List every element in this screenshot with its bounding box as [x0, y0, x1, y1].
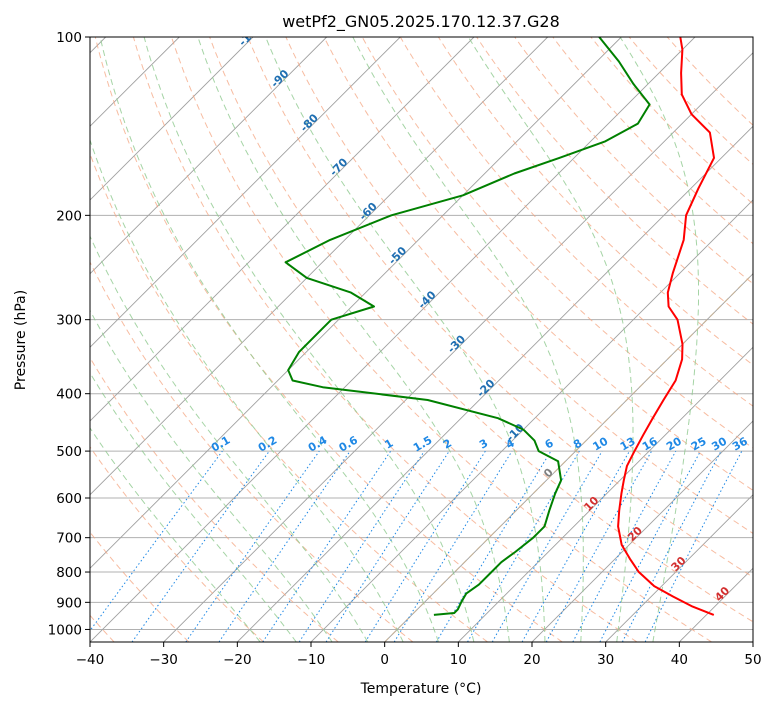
dry-adiabat [94, 37, 563, 642]
dewpoint-profile [284, 37, 651, 616]
chart-title: wetPf2_GN05.2025.170.12.37.G28 [282, 12, 560, 32]
dry-adiabat [90, 260, 414, 642]
isotherm-label: -100 [236, 20, 265, 49]
x-tick-label: −10 [297, 652, 326, 668]
x-tick-label: 0 [380, 652, 389, 668]
temperature-profile [617, 37, 715, 616]
isotherm-line [605, 494, 753, 642]
mixing-ratio-line [262, 450, 392, 642]
dry-adiabat [323, 37, 753, 491]
moist-adiabat [99, 37, 439, 642]
mixing-ratio-line [599, 450, 701, 642]
plot-area: 0.1 0.2 0.4 0.6 1 1.5 2 3 4 6 8 10 13 16 20 25 30 36-100-… [90, 20, 753, 642]
y-tick-label: 900 [56, 595, 82, 611]
dry-adiabat [514, 37, 753, 285]
moist-adiabat [467, 37, 634, 642]
dry-adiabat [590, 37, 753, 205]
x-tick-label: 10 [450, 652, 467, 668]
isotherm-line [90, 37, 254, 201]
isotherm-line [752, 641, 753, 642]
mixing-ratio-label: 3 [477, 437, 490, 452]
x-tick-label: 40 [671, 652, 688, 668]
x-tick-label: 20 [523, 652, 540, 668]
moist-adiabat [90, 371, 297, 642]
x-tick-label: −30 [149, 652, 178, 668]
isotherm-line [236, 125, 753, 642]
mixing-ratio-line [325, 450, 450, 642]
moist-adiabat [619, 37, 699, 642]
mixing-ratio-line [298, 450, 425, 642]
x-tick-label: −40 [76, 652, 105, 668]
freezing-line [384, 272, 753, 642]
y-tick-label: 600 [56, 491, 82, 507]
isotherm-line [90, 37, 622, 569]
moist-adiabat [90, 427, 261, 642]
moist-adiabat [265, 37, 546, 642]
y-axis-label: Pressure (hPa) [13, 290, 29, 390]
isotherm-label: -40 [415, 288, 438, 311]
isotherm-label: -60 [357, 200, 380, 223]
dry-adiabat [90, 446, 264, 642]
isotherm-line [90, 37, 696, 642]
isotherm-label: -30 [445, 332, 468, 355]
isotherm-line [531, 420, 753, 642]
dry-adiabat [171, 37, 712, 642]
y-tick-label: 800 [56, 565, 82, 581]
isotherm-label: -80 [298, 111, 321, 134]
isotherm-label: -50 [386, 244, 409, 267]
mixing-ratio-line [218, 450, 351, 642]
y-tick-label: 200 [56, 208, 82, 224]
isotherm-label: 30 [669, 554, 689, 574]
moist-adiabat [90, 235, 369, 642]
dry-adiabat [437, 37, 753, 366]
x-tick-label: −20 [223, 652, 252, 668]
mixing-ratio-line [90, 450, 223, 632]
y-tick-label: 500 [56, 444, 82, 460]
dry-adiabat [476, 37, 753, 325]
mixing-ratio-line [521, 450, 630, 642]
mixing-ratio-line [644, 450, 743, 642]
mixing-ratio-line [131, 450, 270, 642]
isotherm-line [90, 37, 549, 496]
dry-adiabat [90, 356, 339, 642]
dry-adiabat [90, 152, 488, 642]
y-tick-label: 400 [56, 387, 82, 403]
mixing-ratio-line [545, 450, 653, 642]
isotherm-line [90, 37, 328, 275]
dry-adiabat [552, 37, 753, 245]
mixing-ratio-line [572, 450, 677, 642]
dry-adiabat [285, 37, 753, 535]
mixing-ratio-label: 6 [543, 436, 556, 451]
plot-frame [89, 36, 754, 643]
dry-adiabat [209, 37, 753, 623]
y-tick-label: 700 [56, 531, 82, 547]
moist-adiabat [90, 138, 404, 642]
isotherm-line [90, 37, 401, 348]
isotherm-line [457, 346, 753, 642]
mixing-ratio-line [364, 450, 486, 642]
axes: −40 −30 −20 −10 0 10 20 30 40 50 100 200 300 400 500 60… [48, 30, 762, 668]
moist-adiabat [90, 309, 333, 642]
isotherm-line [90, 37, 475, 422]
dry-adiabat [132, 37, 638, 642]
isotherm-line [678, 567, 753, 642]
x-tick-label: 30 [597, 652, 614, 668]
mixing-ratio-line [185, 450, 320, 642]
moist-adiabat [352, 37, 584, 642]
moist-adiabat [197, 37, 510, 642]
y-tick-label: 100 [56, 30, 82, 46]
dry-adiabat [666, 37, 753, 126]
isotherm-label: 10 [581, 494, 601, 514]
isotherm-line [163, 52, 753, 642]
y-tick-label: 1000 [48, 622, 82, 638]
mixing-ratio-label: 2 [441, 437, 454, 452]
mixing-ratio-line [393, 450, 513, 642]
isotherm-line [384, 273, 753, 642]
y-tick-label: 300 [56, 313, 82, 329]
x-axis-label: Temperature (°C) [360, 681, 482, 697]
isotherm-label: 40 [712, 584, 732, 604]
x-tick-label: 50 [744, 652, 761, 668]
isotherm-label: -70 [327, 155, 350, 178]
